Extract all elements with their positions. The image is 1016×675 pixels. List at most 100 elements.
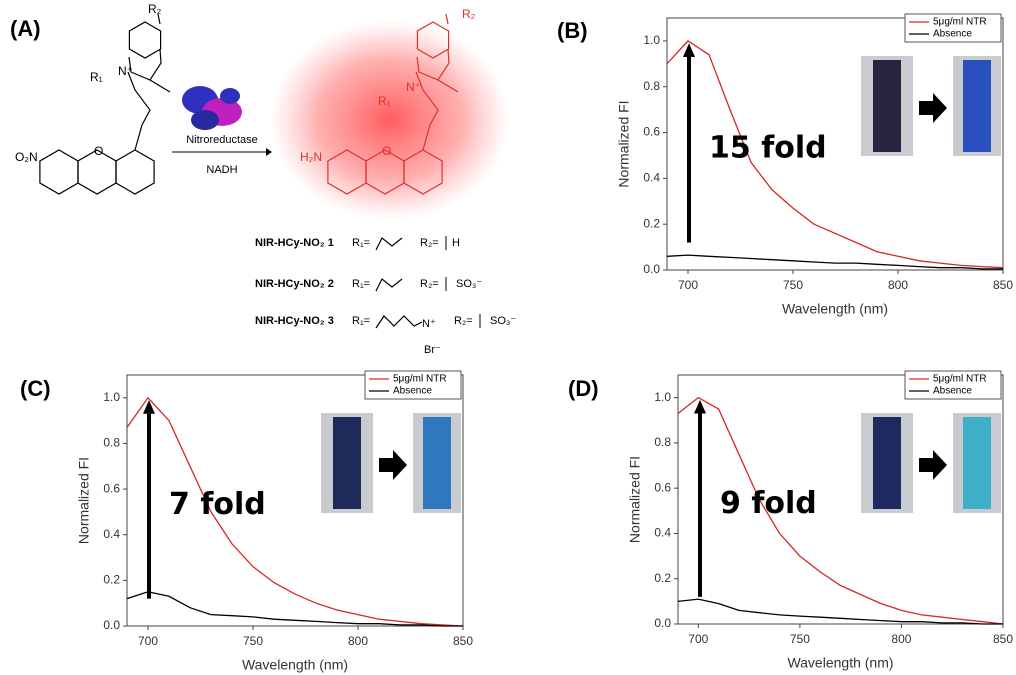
y-tick-label: 0.4 <box>103 527 120 541</box>
y-tick-label: 1.0 <box>654 390 671 404</box>
x-tick-label: 850 <box>993 632 1013 646</box>
x-axis-label: Wavelength (nm) <box>782 301 888 317</box>
fluorescence-glow <box>270 20 510 220</box>
y-tick-label: 0.4 <box>643 171 660 185</box>
x-tick-label: 700 <box>678 278 698 292</box>
fold-arrow-head <box>143 400 155 414</box>
r1-equals: R₁= <box>352 278 370 290</box>
panel-a: (A) O₂N O N⁺ R₁ R₂ Nitroreductase NADH H… <box>10 2 516 356</box>
r1-equals: R₁= <box>352 237 370 249</box>
cuvette-solution <box>333 417 361 509</box>
x-axis-label: Wavelength (nm) <box>787 655 893 671</box>
y-tick-label: 0.2 <box>103 573 120 587</box>
compound-name: NIR-HCy-NO₂ 1 <box>255 237 334 249</box>
compound-name: NIR-HCy-NO₂ 3 <box>255 315 334 327</box>
legend-box <box>904 370 1002 400</box>
x-axis-label: Wavelength (nm) <box>242 657 348 673</box>
r1-group <box>375 237 403 251</box>
change-arrow <box>919 450 947 480</box>
ammonium-nitrogen: N⁺ <box>422 318 436 330</box>
legend-label: Absence <box>933 29 972 40</box>
legend-label: 5μg/ml NTR <box>933 374 987 385</box>
y-axis-label: Normalized FI <box>616 100 632 187</box>
x-tick-label: 700 <box>138 634 158 648</box>
y-tick-label: 0.2 <box>654 571 671 585</box>
fold-arrow-head <box>694 399 706 414</box>
r1-label: R₁ <box>378 94 391 108</box>
y-axis-label: Normalized FI <box>76 457 92 544</box>
legend-label: Absence <box>393 386 432 397</box>
r2-equals: R₂= <box>454 315 473 327</box>
y-tick-label: 0.4 <box>654 526 671 540</box>
y-tick-label: 0.0 <box>103 618 120 632</box>
chart-panel: (B) 0.0 0.2 0.4 0.6 0.8 1.0 700 750 800 850 Wavelen… <box>557 13 1013 317</box>
data-line <box>126 396 464 627</box>
data-line <box>677 598 1003 625</box>
legend-label: 5μg/ml NTR <box>393 374 447 385</box>
data-line <box>126 591 463 627</box>
panel-label: (D) <box>568 376 599 401</box>
compound-name: NIR-HCy-NO₂ 2 <box>255 278 334 290</box>
legend-box <box>364 370 462 400</box>
ring <box>416 21 450 59</box>
data-line <box>666 40 1004 269</box>
y-axis-label: Normalized FI <box>627 456 643 543</box>
y-tick-label: 0.0 <box>654 616 671 630</box>
x-tick-label: 750 <box>790 632 810 646</box>
cuvette-solution <box>963 60 991 152</box>
arrow-head <box>266 148 272 156</box>
y-tick-label: 0.8 <box>643 79 660 93</box>
panel-label: (B) <box>557 18 588 43</box>
x-tick-label: 750 <box>783 278 803 292</box>
y-tick-label: 1.0 <box>103 390 120 404</box>
enzyme-label: Nitroreductase <box>186 134 258 146</box>
r2-equals: R₂= <box>420 237 439 249</box>
cuvette-solution <box>423 417 451 509</box>
bond <box>445 13 449 25</box>
x-tick-label: 800 <box>348 634 368 648</box>
x-tick-label: 800 <box>891 632 911 646</box>
y-tick-label: 1.0 <box>643 33 660 47</box>
r1-equals: R₁= <box>352 315 370 327</box>
y-tick-label: 0.0 <box>643 262 660 276</box>
r1-group <box>375 315 423 329</box>
bond <box>437 79 459 93</box>
ring <box>39 149 79 195</box>
bond <box>128 48 162 81</box>
x-tick-label: 850 <box>453 634 473 648</box>
fold-arrow-head <box>683 43 695 57</box>
fold-annotation: 7 fold <box>169 487 266 522</box>
r2-group: SO₃⁻ <box>456 278 482 290</box>
fold-annotation: 9 fold <box>720 486 817 521</box>
change-arrow <box>919 93 947 123</box>
chart-panel: (D) 0.0 0.2 0.4 0.6 0.8 1.0 700 750 800 850 Wavelen… <box>568 370 1013 671</box>
r1-label: R₁ <box>90 70 103 84</box>
x-tick-label: 850 <box>993 278 1013 292</box>
data-line <box>666 254 1003 270</box>
legend-box <box>904 13 1002 43</box>
ring <box>403 149 443 195</box>
chart-panel: (C) 0.0 0.2 0.4 0.6 0.8 1.0 700 750 800 850 Wavelen… <box>20 370 473 673</box>
data-line <box>677 396 1004 625</box>
bond <box>157 13 161 25</box>
y-tick-label: 0.8 <box>654 435 671 449</box>
bond <box>415 71 439 151</box>
counterion: Br⁻ <box>424 344 441 356</box>
bond <box>127 71 151 151</box>
r2-equals: R₂= <box>420 278 439 290</box>
cuvette-solution <box>873 417 901 509</box>
x-tick-label: 750 <box>243 634 263 648</box>
plot-frame <box>666 17 1004 271</box>
legend-label: Absence <box>933 386 972 397</box>
y-tick-label: 0.6 <box>654 480 671 494</box>
r2-group: SO₃⁻ <box>490 315 516 327</box>
plot-frame <box>126 374 464 627</box>
y-tick-label: 0.2 <box>643 216 660 230</box>
x-tick-label: 700 <box>688 632 708 646</box>
panel-label: (C) <box>20 376 51 401</box>
plot-frame <box>677 374 1004 625</box>
change-arrow <box>379 450 407 480</box>
r2-group: H <box>452 237 460 249</box>
r2-label: R₂ <box>462 7 476 21</box>
